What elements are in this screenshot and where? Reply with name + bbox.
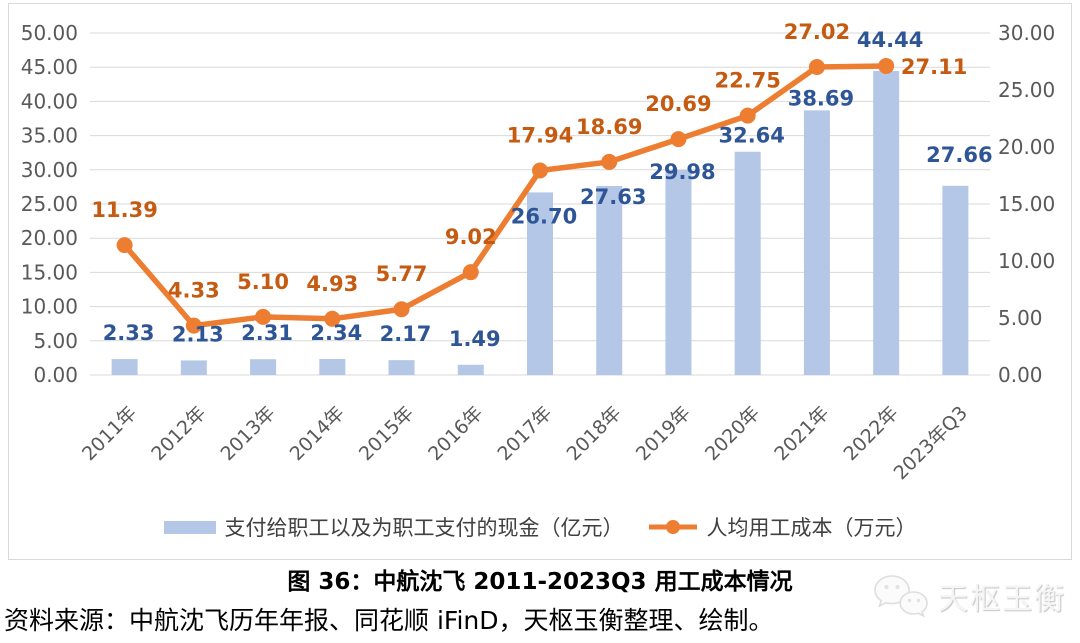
bar-value-label: 27.63 (580, 185, 646, 209)
bar-value-label: 26.70 (511, 204, 577, 228)
line-value-label: 11.39 (91, 198, 157, 222)
x-axis-label: 2014年 (286, 402, 349, 465)
bar-value-label: 2.17 (380, 322, 432, 346)
line-point (185, 317, 202, 334)
y-axis-label-left: 25.00 (21, 192, 78, 216)
x-axis-label: 2011年 (78, 402, 141, 465)
line-value-label: 4.33 (168, 279, 220, 303)
bar (527, 192, 553, 375)
x-axis-label: 2021年 (770, 402, 833, 465)
y-axis-label-right: 5.00 (998, 306, 1043, 330)
line-value-label: 20.69 (645, 92, 711, 116)
legend-line-label: 人均用工成本（万元） (706, 516, 917, 540)
y-axis-label-right: 10.00 (998, 249, 1055, 273)
bar (942, 185, 969, 375)
line-value-label: 5.77 (376, 262, 428, 286)
combo-chart: 0.00 5.00 10.00 15.00 20.00 25.00 30.00 35.00 40… (21, 20, 1056, 484)
trend-line (121, 63, 889, 329)
x-axis-label: 2013年 (216, 402, 279, 465)
line-point (878, 57, 895, 74)
bar (665, 169, 692, 375)
line-point (808, 58, 825, 75)
x-axis-label: 2019年 (632, 402, 695, 465)
bar-value-label: 2.31 (241, 321, 293, 345)
bar (873, 71, 900, 376)
y-axis-label-left: 0.00 (33, 363, 78, 387)
x-axis-label: 2016年 (424, 402, 487, 465)
x-axis-label: 2022年 (840, 402, 903, 465)
y-axis-label-left: 35.00 (21, 124, 78, 148)
y-axis-label-left: 20.00 (21, 226, 78, 250)
y-axis-label-left: 5.00 (33, 329, 78, 353)
bar (180, 360, 207, 375)
y-axis-label-right: 20.00 (998, 135, 1055, 159)
source-note: 资料来源：中航沈飞历年年报、同花顺 iFinD，天枢玉衡整理、绘制。 (4, 606, 774, 635)
bar-value-label: 32.64 (718, 124, 784, 148)
line-value-label: 27.02 (784, 20, 850, 44)
x-axis-label: 2015年 (355, 402, 418, 465)
bar-value-label: 1.49 (449, 327, 501, 351)
legend-line-marker-icon (648, 520, 697, 534)
bar-value-label: 29.98 (649, 160, 715, 184)
bar (803, 110, 830, 375)
y-axis-label-left: 30.00 (21, 158, 78, 182)
y-axis-label-left: 50.00 (21, 21, 78, 45)
x-axis-label: 2017年 (493, 402, 556, 465)
line-value-label: 17.94 (507, 123, 573, 147)
line-point (324, 310, 341, 327)
bar (596, 186, 623, 375)
chart-legend: 支付给职工以及为职工支付的现金（亿元） 人均用工成本（万元） (9, 512, 1071, 542)
watermark-text: 天枢玉衡 (938, 582, 1066, 617)
x-axis-label: 2020年 (701, 402, 764, 465)
y-axis-label-left: 45.00 (21, 55, 78, 79)
wechat-icon (874, 575, 928, 618)
line-point (601, 153, 618, 170)
y-axis-label-right: 15.00 (998, 192, 1055, 216)
bar-value-label: 2.13 (172, 322, 224, 346)
line-value-label: 4.93 (306, 272, 358, 296)
line-value-label: 5.10 (237, 270, 289, 294)
line-point (393, 301, 410, 318)
line-value-label: 9.02 (445, 225, 497, 249)
bar (111, 359, 138, 375)
bar-value-label: 2.34 (310, 321, 362, 345)
x-axis-label: 2018年 (563, 402, 626, 465)
bar (734, 151, 761, 375)
bar-value-label: 2.33 (103, 321, 155, 345)
legend-bar-label: 支付给职工以及为职工支付的现金（亿元） (224, 516, 624, 540)
line-point (532, 162, 548, 179)
y-axis-label-left: 40.00 (21, 89, 78, 113)
watermark: 天枢玉衡 (872, 572, 1066, 620)
bar-value-label: 38.69 (788, 86, 854, 110)
y-axis-label-right: 0.00 (998, 363, 1043, 387)
line-point (255, 308, 272, 325)
y-axis-label-right: 25.00 (998, 78, 1055, 102)
line-point (739, 107, 756, 124)
y-axis-label-right: 30.00 (998, 21, 1055, 45)
x-axis-label: 2012年 (147, 402, 210, 465)
y-axis-label-left: 10.00 (21, 295, 78, 319)
legend-item-bar: 支付给职工以及为职工支付的现金（亿元） (163, 512, 624, 542)
legend-bar-swatch-icon (163, 520, 216, 534)
line-point (116, 237, 133, 254)
bar (388, 360, 415, 375)
line-point (462, 264, 479, 281)
bar-value-label: 44.44 (857, 28, 923, 52)
figure-title: 图 36：中航沈飞 2011-2023Q3 用工成本情况 (287, 569, 793, 595)
bar (250, 359, 277, 375)
line-point (670, 131, 687, 148)
chart-frame: 0.00 5.00 10.00 15.00 20.00 25.00 30.00 35.00 40… (8, 3, 1072, 560)
line-value-label: 18.69 (576, 115, 642, 139)
bar (319, 358, 346, 375)
x-axis-label: 2023年Q3 (890, 402, 972, 484)
bar-value-label: 27.66 (926, 143, 992, 167)
legend-item-line: 人均用工成本（万元） (648, 512, 917, 542)
bar (457, 364, 484, 375)
line-value-label: 27.11 (901, 55, 967, 79)
y-axis-label-left: 15.00 (21, 260, 78, 284)
line-value-label: 22.75 (714, 69, 780, 93)
